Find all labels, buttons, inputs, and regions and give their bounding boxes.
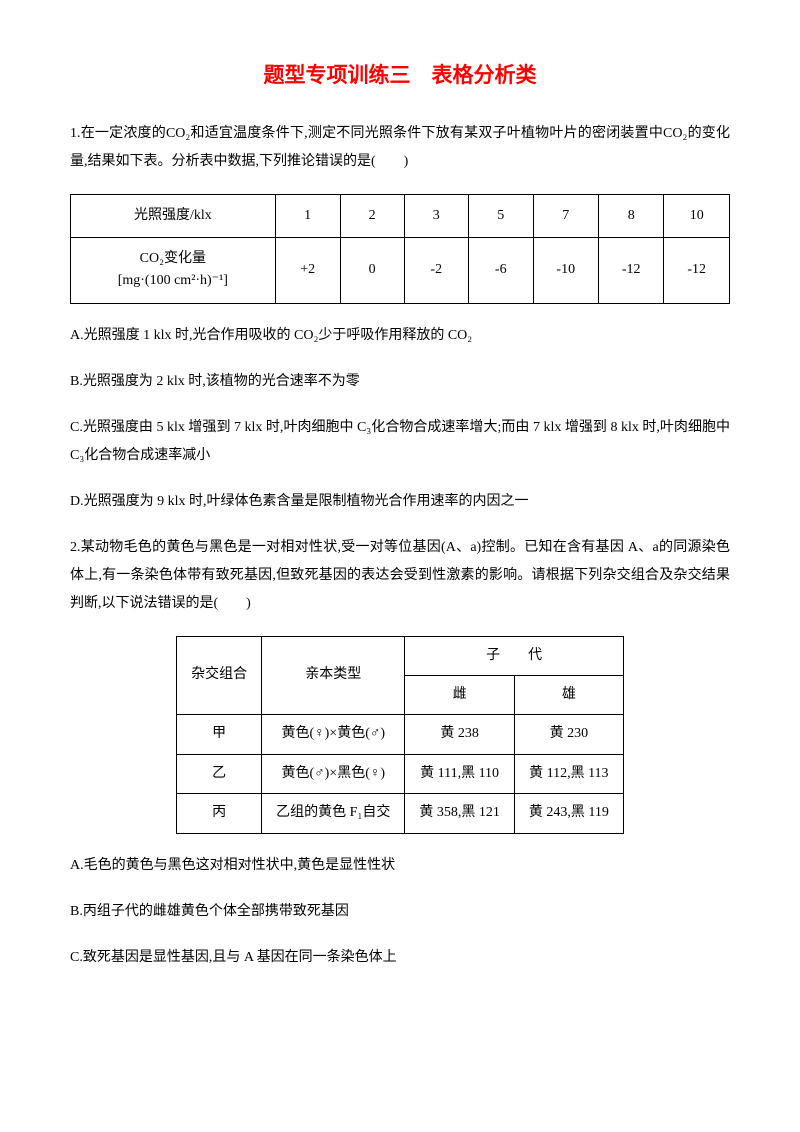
- cell-value: -12: [598, 237, 663, 303]
- table-row: CO₂变化量 [mg·(100 cm²·h)⁻¹] +2 0 -2 -6 -10…: [71, 237, 730, 303]
- question-2-option-a: A.毛色的黄色与黑色这对相对性状中,黄色是显性性状: [70, 852, 730, 880]
- cell-value: 黄 111,黑 110: [405, 754, 515, 793]
- cell-label: 光照强度/klx: [71, 194, 276, 237]
- cell-label: CO₂变化量 [mg·(100 cm²·h)⁻¹]: [71, 237, 276, 303]
- cell-value: 乙组的黄色 F₁自交: [262, 794, 405, 833]
- table-row: 光照强度/klx 1 2 3 5 7 8 10: [71, 194, 730, 237]
- cell-value: 黄 112,黑 113: [514, 754, 623, 793]
- header-cell: 子 代: [405, 636, 623, 675]
- cell-value: 10: [664, 194, 730, 237]
- document-page: 题型专项训练三 表格分析类 1.在一定浓度的CO₂和适宜温度条件下,测定不同光照…: [0, 0, 800, 1030]
- cell-value: 黄色(♂)×黑色(♀): [262, 754, 405, 793]
- table-row: 丙 乙组的黄色 F₁自交 黄 358,黑 121 黄 243,黑 119: [177, 794, 624, 833]
- question-1-table: 光照强度/klx 1 2 3 5 7 8 10 CO₂变化量 [mg·(100 …: [70, 194, 730, 304]
- cell-value: 黄 243,黑 119: [514, 794, 623, 833]
- header-cell: 杂交组合: [177, 636, 262, 715]
- table-row: 乙 黄色(♂)×黑色(♀) 黄 111,黑 110 黄 112,黑 113: [177, 754, 624, 793]
- question-1-option-a: A.光照强度 1 klx 时,光合作用吸收的 CO₂少于呼吸作用释放的 CO₂: [70, 322, 730, 350]
- question-1-option-b: B.光照强度为 2 klx 时,该植物的光合速率不为零: [70, 368, 730, 396]
- cell-value: 3: [404, 194, 469, 237]
- cell-value: 1: [275, 194, 340, 237]
- cell-value: 7: [533, 194, 598, 237]
- header-cell: 亲本类型: [262, 636, 405, 715]
- question-1-intro: 1.在一定浓度的CO₂和适宜温度条件下,测定不同光照条件下放有某双子叶植物叶片的…: [70, 120, 730, 176]
- cell-value: 甲: [177, 715, 262, 754]
- question-2-table: 杂交组合 亲本类型 子 代 雌 雄 甲 黄色(♀)×黄色(♂) 黄 238 黄 …: [176, 636, 624, 834]
- cell-value: 黄 230: [514, 715, 623, 754]
- cell-value: 黄 238: [405, 715, 515, 754]
- cell-value: 2: [340, 194, 404, 237]
- cell-value: 丙: [177, 794, 262, 833]
- cell-value: -2: [404, 237, 469, 303]
- document-title: 题型专项训练三 表格分析类: [70, 60, 730, 92]
- cell-label-top: CO₂变化量: [83, 248, 263, 270]
- question-2-option-c: C.致死基因是显性基因,且与 A 基因在同一条染色体上: [70, 944, 730, 972]
- question-2-intro: 2.某动物毛色的黄色与黑色是一对相对性状,受一对等位基因(A、a)控制。已知在含…: [70, 534, 730, 618]
- cell-value: -6: [469, 237, 534, 303]
- cell-value: 5: [469, 194, 534, 237]
- cell-value: -10: [533, 237, 598, 303]
- header-cell: 雄: [514, 676, 623, 715]
- table-row: 甲 黄色(♀)×黄色(♂) 黄 238 黄 230: [177, 715, 624, 754]
- question-1-option-d: D.光照强度为 9 klx 时,叶绿体色素含量是限制植物光合作用速率的内因之一: [70, 488, 730, 516]
- question-1-option-c: C.光照强度由 5 klx 增强到 7 klx 时,叶肉细胞中 C₃化合物合成速…: [70, 414, 730, 470]
- cell-value: 黄色(♀)×黄色(♂): [262, 715, 405, 754]
- cell-value: +2: [275, 237, 340, 303]
- cell-value: 8: [598, 194, 663, 237]
- question-2-option-b: B.丙组子代的雌雄黄色个体全部携带致死基因: [70, 898, 730, 926]
- header-cell: 雌: [405, 676, 515, 715]
- cell-value: 乙: [177, 754, 262, 793]
- cell-value: 黄 358,黑 121: [405, 794, 515, 833]
- cell-label-bot: [mg·(100 cm²·h)⁻¹]: [83, 270, 263, 292]
- cell-value: -12: [664, 237, 730, 303]
- cell-value: 0: [340, 237, 404, 303]
- table-row: 杂交组合 亲本类型 子 代: [177, 636, 624, 675]
